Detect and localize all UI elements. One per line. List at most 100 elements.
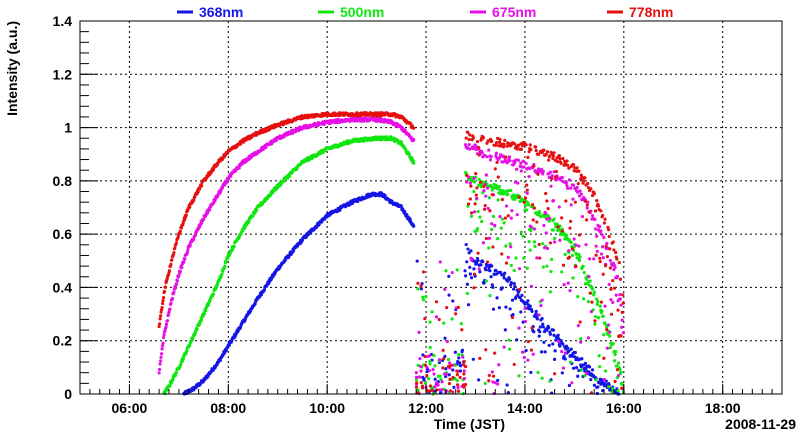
data-point [476, 209, 480, 214]
data-point [531, 218, 535, 222]
data-point [618, 292, 622, 297]
x-tick-label: 14:00 [507, 400, 543, 416]
data-point [552, 333, 556, 337]
data-point [569, 240, 573, 244]
data-point [488, 269, 492, 273]
data-point [538, 170, 542, 174]
plot-frame [79, 20, 783, 395]
grid [80, 21, 782, 394]
data-point [593, 227, 598, 231]
data-point [509, 216, 513, 220]
data-point [603, 321, 607, 325]
data-point [500, 217, 504, 221]
data-point [607, 282, 611, 287]
data-point [453, 363, 458, 367]
data-point [172, 290, 176, 294]
data-point [479, 185, 483, 189]
data-point [476, 251, 480, 255]
data-point [488, 158, 493, 162]
y-tick-labels: 0 0.2 0.4 0.6 0.8 1 1.2 1.4 [53, 13, 73, 402]
data-point [619, 334, 623, 338]
data-point [408, 217, 412, 222]
data-point [554, 225, 558, 229]
data-point [571, 276, 575, 280]
data-point [509, 283, 513, 287]
data-point [160, 347, 164, 351]
data-point [535, 220, 539, 224]
data-point [595, 249, 599, 253]
data-point [573, 166, 577, 170]
series-368nm [182, 191, 621, 396]
data-point [487, 246, 491, 250]
data-point [552, 236, 557, 241]
data-point [161, 336, 166, 340]
data-point [471, 147, 475, 151]
data-point [434, 315, 439, 319]
data-point [465, 282, 469, 286]
data-point [615, 257, 619, 261]
data-point [443, 287, 447, 291]
data-point [532, 227, 537, 231]
data-point [463, 382, 468, 387]
data-point [491, 245, 495, 249]
date-label: 2008-11-29 [725, 416, 796, 432]
data-point [455, 379, 459, 383]
data-point [200, 221, 204, 225]
data-point [570, 247, 574, 251]
data-point [560, 216, 564, 220]
data-point [544, 211, 548, 216]
data-point [587, 257, 592, 261]
data-point [496, 237, 500, 241]
data-point [485, 260, 490, 264]
data-point [547, 219, 551, 223]
data-point [493, 351, 497, 355]
data-point [576, 324, 580, 328]
data-point [529, 229, 533, 233]
data-point [547, 343, 551, 348]
data-point [615, 364, 619, 368]
data-point [454, 312, 458, 316]
data-point [447, 373, 451, 377]
data-point [201, 217, 206, 221]
data-point [448, 377, 452, 381]
data-point [614, 293, 618, 297]
data-point [502, 345, 506, 349]
data-point [612, 359, 617, 363]
data-point [552, 240, 557, 244]
data-point [157, 324, 161, 329]
data-point [482, 188, 486, 193]
data-point [497, 184, 502, 189]
data-point [534, 309, 538, 314]
data-point [601, 213, 605, 218]
data-point [572, 237, 576, 241]
data-point [262, 288, 266, 292]
data-point [534, 149, 538, 153]
data-point [599, 252, 604, 256]
data-point [160, 344, 165, 348]
data-point [548, 379, 552, 383]
data-point [567, 349, 571, 353]
data-point [469, 276, 474, 280]
data-point [612, 248, 616, 252]
data-point [178, 229, 182, 233]
data-point [618, 367, 622, 371]
data-point [447, 361, 452, 365]
data-point [541, 242, 545, 246]
data-point [617, 361, 621, 365]
data-point [598, 304, 602, 308]
data-point [225, 180, 229, 184]
data-point [434, 300, 439, 304]
data-point [171, 377, 175, 381]
x-tick-label: 12:00 [408, 400, 444, 416]
data-point [620, 386, 624, 390]
data-point [486, 139, 490, 143]
data-point [551, 199, 556, 203]
data-point [620, 318, 624, 322]
data-point [433, 384, 437, 389]
data-point [504, 261, 509, 265]
data-point [545, 150, 550, 154]
data-point [480, 219, 484, 224]
data-point [468, 265, 472, 269]
data-point [162, 333, 166, 337]
data-point [617, 260, 621, 265]
